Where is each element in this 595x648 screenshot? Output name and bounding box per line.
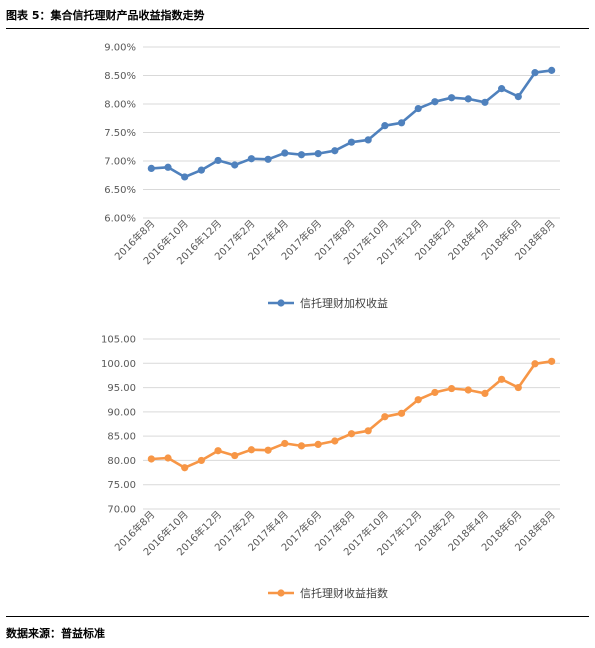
data-point (548, 66, 556, 74)
legend-marker (277, 589, 285, 597)
y-tick-label: 7.50% (104, 128, 136, 139)
legend-label: 信托理财收益指数 (300, 586, 388, 600)
data-point (531, 69, 539, 77)
data-point (231, 161, 239, 169)
data-source: 数据来源：普益标准 (6, 627, 105, 640)
data-point (281, 439, 289, 448)
data-point (231, 451, 239, 460)
data-point (381, 413, 389, 421)
data-point (164, 163, 172, 171)
data-point (247, 155, 256, 163)
data-point (347, 430, 356, 438)
series-line (151, 360, 552, 469)
data-point (364, 136, 372, 144)
data-point (347, 138, 356, 146)
yield-index-chart: 105.00 100.00 95.00 90.00 85.00 80.00 75.00 70.… (101, 335, 560, 600)
data-point (297, 442, 306, 450)
data-point (481, 389, 489, 397)
data-point (181, 464, 189, 472)
data-point (381, 122, 389, 130)
weighted-yield-chart: 9.00%8.50%8.00%7.50%7.00%6.50%6.00%2016年… (104, 43, 560, 310)
data-point (197, 456, 205, 465)
data-point (397, 119, 406, 127)
data-point (364, 427, 372, 435)
y-tick-label: 8.00% (104, 100, 136, 111)
data-point (264, 446, 272, 454)
data-point (214, 156, 222, 165)
data-point (481, 98, 489, 106)
data-point (214, 447, 222, 455)
data-point (247, 446, 256, 454)
data-point (531, 360, 539, 368)
data-point (498, 375, 506, 383)
data-point (331, 437, 339, 445)
data-point (181, 173, 189, 181)
data-point (147, 455, 155, 463)
data-point (147, 164, 155, 173)
data-point (314, 149, 322, 158)
y-tick-label: 80.00 (107, 456, 136, 467)
y-tick-label: 90.00 (107, 407, 136, 418)
data-point (514, 383, 522, 392)
data-point (414, 396, 422, 404)
data-point (197, 166, 205, 174)
y-tick-label: 9.00% (104, 43, 136, 54)
data-point (431, 388, 439, 397)
data-point (264, 155, 272, 163)
bottom-rule (6, 616, 589, 617)
y-tick-label: 75.00 (107, 480, 136, 491)
data-point (397, 409, 406, 417)
data-point (514, 92, 522, 101)
y-tick-label: 6.50% (104, 185, 136, 196)
data-point (297, 151, 306, 159)
legend-marker (277, 299, 285, 307)
y-tick-label: 100.00 (101, 359, 136, 370)
figure-title: 图表 5：集合信托理财产品收益指数走势 (6, 9, 205, 22)
data-point (464, 386, 472, 394)
y-tick-label: 6.00% (104, 214, 136, 225)
data-point (431, 98, 439, 106)
data-point (447, 384, 456, 393)
top-rule (6, 28, 589, 29)
data-point (447, 94, 456, 102)
legend-label: 信托理财加权收益 (300, 296, 388, 310)
data-point (314, 440, 322, 448)
data-point (164, 454, 172, 462)
data-point (498, 85, 506, 93)
y-tick-label: 8.50% (104, 71, 136, 82)
data-point (414, 104, 422, 113)
y-tick-label: 70.00 (107, 505, 136, 516)
data-point (548, 357, 556, 365)
y-tick-label: 85.00 (107, 432, 136, 443)
y-tick-label: 105.00 (101, 335, 136, 346)
y-tick-label: 95.00 (107, 383, 136, 394)
y-tick-label: 7.00% (104, 157, 136, 168)
data-point (281, 149, 289, 157)
data-point (464, 95, 472, 103)
data-point (331, 147, 339, 155)
